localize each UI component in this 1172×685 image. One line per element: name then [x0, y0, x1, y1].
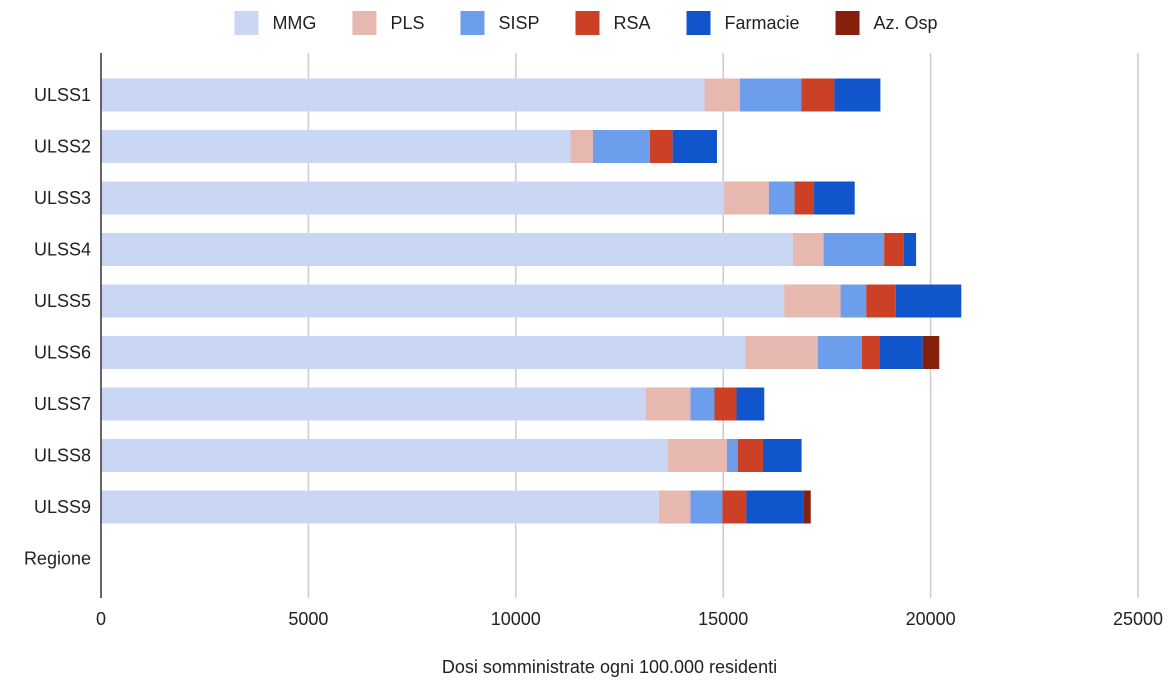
bar-segment	[922, 336, 940, 369]
category-label: ULSS9	[34, 497, 91, 517]
category-label: ULSS7	[34, 394, 91, 414]
legend-swatch	[686, 11, 711, 35]
bar-segment	[690, 387, 715, 421]
legend-swatch	[352, 11, 377, 35]
bar-segment	[792, 233, 824, 266]
bar-segment	[570, 130, 593, 163]
bar-segment	[784, 284, 841, 318]
bar-segment	[903, 233, 917, 266]
legend-label: SISP	[498, 13, 539, 33]
bar-segment	[101, 181, 725, 215]
bar-segment	[895, 284, 962, 318]
legend-swatch	[835, 11, 860, 35]
x-tick-label: 10000	[491, 609, 541, 629]
bar-segment	[745, 336, 818, 369]
bar-segment	[592, 130, 650, 163]
legend-label: Az. Osp	[874, 13, 938, 33]
legend: MMG PLS SISP RSA Farmacie Az. Osp	[234, 11, 938, 35]
bar-segment	[861, 336, 880, 369]
bar-segment	[834, 78, 881, 112]
x-tick-label: 5000	[288, 609, 328, 629]
bar-segment	[803, 490, 811, 524]
legend-swatch	[575, 11, 600, 35]
x-tick-labels: 0 5000 10000 15000 20000 25000	[96, 609, 1163, 629]
category-label: ULSS2	[34, 137, 91, 157]
bar-segment	[814, 181, 855, 215]
legend-label: MMG	[272, 13, 316, 33]
category-label: Regione	[24, 549, 91, 569]
bar-segment	[714, 387, 737, 421]
bar-segment	[817, 336, 862, 369]
bar-segment	[658, 490, 691, 524]
bar-segment	[101, 130, 571, 163]
bar-segment	[866, 284, 896, 318]
bar-segment	[737, 439, 764, 472]
bar-segment	[101, 387, 646, 421]
bar-segment	[840, 284, 867, 318]
category-label: ULSS3	[34, 188, 91, 208]
legend-label: RSA	[614, 13, 651, 33]
bar-segment	[101, 439, 669, 472]
bar-segment	[101, 490, 659, 524]
bar-segment	[726, 439, 738, 472]
bar-segment	[101, 284, 785, 318]
bar-segment	[739, 78, 802, 112]
x-tick-label: 25000	[1113, 609, 1163, 629]
bar-segment	[724, 181, 769, 215]
bar-segment	[101, 78, 705, 112]
bar-segment	[690, 490, 723, 524]
x-tick-label: 15000	[698, 609, 748, 629]
bar-segment	[672, 130, 717, 163]
bar-segment	[794, 181, 815, 215]
bar-segment	[763, 439, 802, 472]
legend-label: PLS	[390, 13, 424, 33]
bar-segment	[649, 130, 673, 163]
bar-segment	[722, 490, 747, 524]
category-label: ULSS1	[34, 85, 91, 105]
category-label: ULSS8	[34, 446, 91, 466]
bar-segment	[801, 78, 835, 112]
legend-swatch	[234, 11, 259, 35]
legend-swatch	[460, 11, 485, 35]
x-tick-label: 20000	[906, 609, 956, 629]
category-labels: ULSS1 ULSS2 ULSS3 ULSS4 ULSS5 ULSS6 ULSS7 ULSS8…	[24, 85, 91, 569]
bars	[101, 78, 962, 524]
x-axis-title: Dosi somministrate ogni 100.000 resident…	[442, 657, 777, 677]
bar-segment	[101, 233, 793, 266]
bar-segment	[879, 336, 923, 369]
category-label: ULSS4	[34, 240, 91, 260]
bar-segment	[704, 78, 740, 112]
bar-segment	[884, 233, 904, 266]
bar-segment	[768, 181, 795, 215]
legend-label: Farmacie	[725, 13, 800, 33]
bar-segment	[645, 387, 691, 421]
bar-segment	[823, 233, 885, 266]
category-label: ULSS5	[34, 291, 91, 311]
x-tick-label: 0	[96, 609, 106, 629]
bar-segment	[101, 336, 746, 369]
bar-segment	[736, 387, 765, 421]
bar-segment	[746, 490, 804, 524]
bar-segment	[668, 439, 727, 472]
category-label: ULSS6	[34, 343, 91, 363]
